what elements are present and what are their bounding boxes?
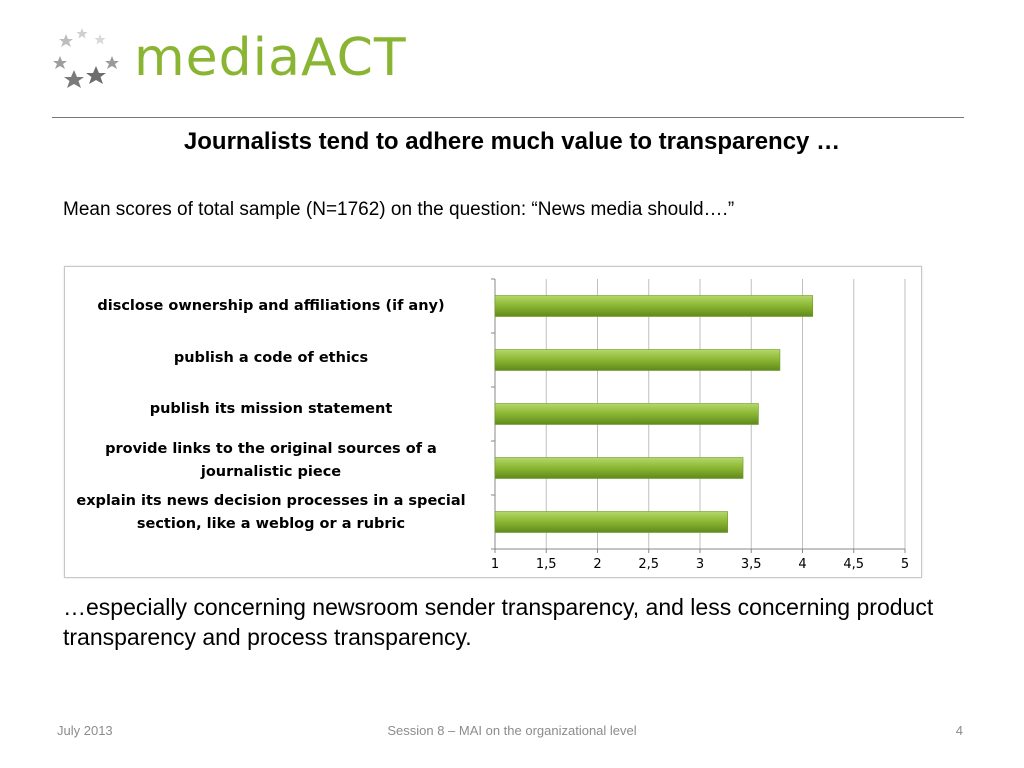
bar [494, 457, 744, 479]
mediaact-logo: mediaACT [52, 26, 432, 96]
x-tick-label: 4,5 [843, 557, 864, 572]
category-label: publish a code of ethics [173, 350, 369, 366]
slide-subtitle: Mean scores of total sample (N=1762) on … [63, 199, 735, 220]
x-tick-label: 1 [491, 557, 499, 572]
footer-page-number: 4 [955, 723, 963, 738]
bar-chart: 1 1,5 2 2,5 3 3,5 4 4,5 5 disclose ownership and… [64, 266, 922, 578]
stars-logo-icon [53, 28, 119, 88]
x-tick-label: 2 [593, 557, 601, 572]
header-divider [52, 117, 964, 118]
x-tick-label: 2,5 [638, 557, 659, 572]
x-tick-label: 3,5 [741, 557, 762, 572]
chart-canvas: 1 1,5 2 2,5 3 3,5 4 4,5 5 [491, 278, 909, 572]
x-tick-label: 5 [901, 557, 909, 572]
bar [494, 295, 814, 317]
bar [494, 403, 759, 425]
bar [494, 511, 728, 533]
category-label: publish its mission statement [149, 401, 393, 417]
x-tick-label: 4 [798, 557, 806, 572]
category-label: disclose ownership and affiliations (if … [97, 298, 445, 314]
slide-title: Journalists tend to adhere much value to… [183, 128, 841, 155]
footer-session: Session 8 – MAI on the organizational le… [387, 723, 637, 738]
x-tick-label: 1,5 [536, 557, 557, 572]
bar [494, 349, 781, 371]
body-text: …especially concerning newsroom sender t… [63, 594, 934, 650]
footer-date: July 2013 [57, 723, 113, 738]
category-label: explain its news decision processes in a… [76, 493, 466, 532]
x-tick-label: 3 [696, 557, 704, 572]
category-label: provide links to the original sources of… [105, 441, 437, 480]
logo-wordmark: mediaACT [134, 28, 407, 88]
